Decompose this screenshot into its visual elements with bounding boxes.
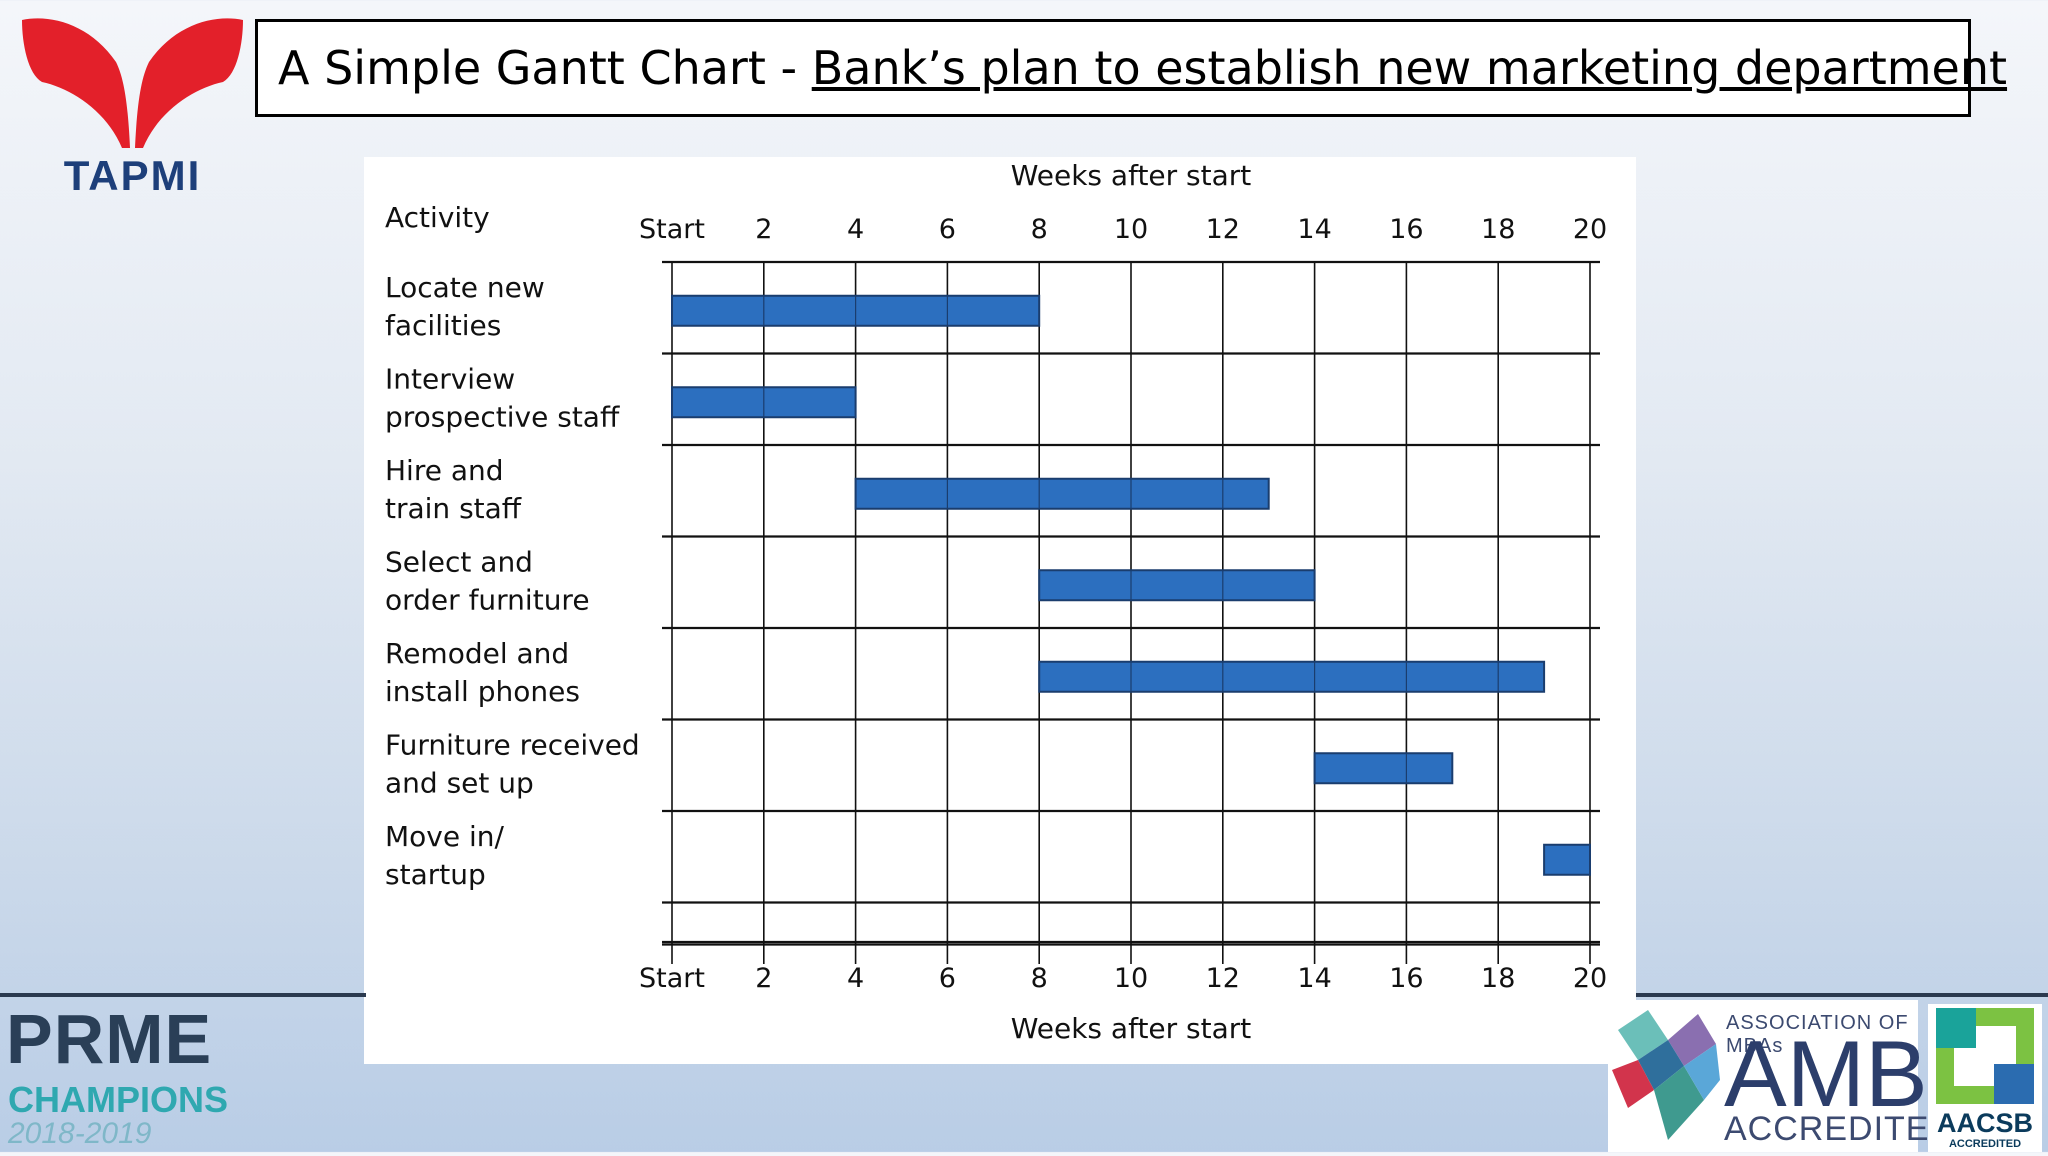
x-tick-label-top: 16: [1389, 214, 1423, 245]
x-tick-label-top: 14: [1297, 214, 1331, 245]
amba-crest-icon: [1612, 1010, 1720, 1140]
x-axis-title-top: Weeks after start: [1011, 159, 1252, 192]
task-label-line2: startup: [385, 858, 486, 891]
task-label-line1: Locate new: [385, 271, 545, 304]
x-tick-label-bottom: Start: [639, 963, 705, 994]
task-label-line2: install phones: [385, 675, 580, 708]
task-label-line1: Furniture received: [385, 729, 640, 762]
x-tick-label-top: 18: [1481, 214, 1515, 245]
x-tick-label-bottom: 8: [1031, 963, 1048, 994]
gantt-bar: [1038, 569, 1316, 602]
footer-divider-left: [0, 993, 366, 997]
task-label-line1: Move in/: [385, 820, 505, 853]
task-label-line2: prospective staff: [385, 401, 620, 434]
title-prefix: A Simple Gantt Chart -: [278, 41, 812, 95]
x-tick-label-bottom: 18: [1481, 963, 1515, 994]
gantt-bar: [854, 477, 1270, 510]
prme-wordmark: PRME: [6, 1000, 213, 1078]
x-tick-label-top: 2: [755, 214, 772, 245]
prme-champions-text: CHAMPIONS: [8, 1079, 229, 1120]
x-tick-label-bottom: 20: [1573, 963, 1607, 994]
amba-association-text: ASSOCIATION OF MBAs: [1726, 1012, 1909, 1057]
x-tick-label-top: 8: [1031, 214, 1048, 245]
aacsb-logo: AACSB ACCREDITED: [1928, 1004, 2042, 1152]
x-tick-label-bottom: 6: [939, 963, 956, 994]
task-label-line1: Interview: [385, 363, 515, 396]
aacsb-accredited-text: ACCREDITED: [1948, 1138, 2022, 1150]
x-axis-title-bottom: Weeks after start: [1011, 1012, 1252, 1045]
task-label-line1: Hire and: [385, 454, 504, 487]
gantt-chart-panel: Weeks after start Weeks after start Activi…: [364, 157, 1636, 1064]
x-tick-label-bottom: 10: [1114, 963, 1148, 994]
task-label-line2: facilities: [385, 309, 501, 342]
x-tick-label-bottom: 4: [847, 963, 864, 994]
task-label-line1: Select and: [385, 546, 533, 579]
prme-years-text: 2018-2019: [8, 1117, 152, 1150]
slide-title: A Simple Gantt Chart - Bank’s plan to es…: [255, 19, 2007, 117]
gantt-chart: Weeks after start Weeks after start Activi…: [385, 159, 1607, 1045]
x-tick-label-top: 6: [939, 214, 956, 245]
footer-divider-right: [1636, 993, 2048, 997]
x-tick-label-bottom: 14: [1297, 963, 1331, 994]
x-tick-label-top: 12: [1206, 214, 1240, 245]
task-label-line2: train staff: [385, 492, 522, 525]
task-label-line2: and set up: [385, 767, 534, 800]
prme-logo: PRME CHAMPIONS 2018-2019: [6, 1004, 246, 1152]
tapmi-wordmark: TAPMI: [63, 152, 202, 199]
gantt-bar: [1543, 843, 1591, 876]
gantt-bar: [1313, 752, 1454, 785]
x-tick-label-bottom: 16: [1389, 963, 1423, 994]
x-tick-label-top: 10: [1114, 214, 1148, 245]
tapmi-logo: TAPMI: [20, 14, 245, 204]
tapmi-wings-icon: [22, 18, 243, 148]
x-tick-label-bottom: 2: [755, 963, 772, 994]
aacsb-wordmark: AACSB: [1936, 1108, 2033, 1138]
x-tick-label-top: Start: [639, 214, 705, 245]
task-label-line1: Remodel and: [385, 637, 569, 670]
aacsb-mark-icon: [1936, 1008, 2034, 1104]
x-tick-label-top: 20: [1573, 214, 1607, 245]
gantt-bar: [1038, 660, 1546, 693]
amba-accredited-text: ACCREDITED: [1724, 1110, 1956, 1148]
title-link[interactable]: Bank’s plan to establish new marketing d…: [811, 41, 2008, 95]
x-tick-label-top: 4: [847, 214, 864, 245]
amba-logo: ASSOCIATION OF MBAs AMBA ACCREDITED: [1608, 1000, 1990, 1152]
activity-column-header: Activity: [385, 201, 490, 234]
x-tick-label-bottom: 12: [1206, 963, 1240, 994]
task-label-line2: order furniture: [385, 584, 590, 617]
